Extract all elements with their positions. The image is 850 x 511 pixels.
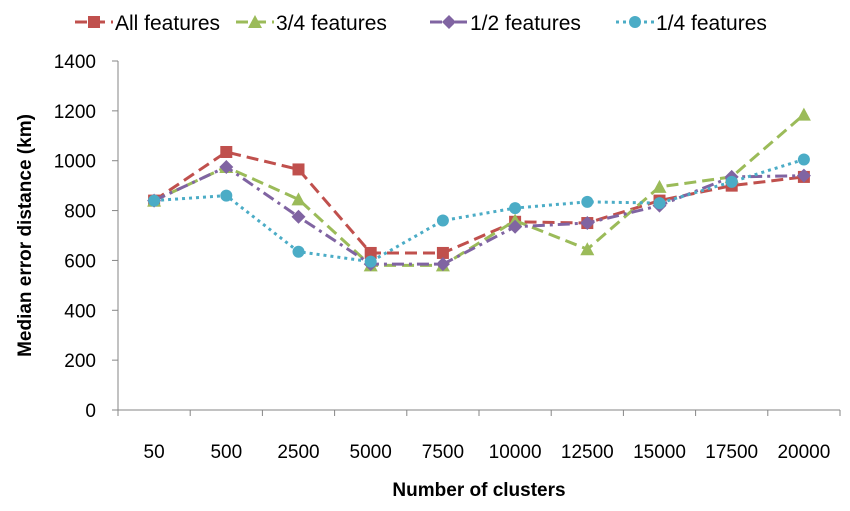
data-point [148, 194, 161, 207]
legend-label: 3/4 features [276, 12, 387, 35]
x-tick-label: 7500 [422, 442, 464, 463]
series-line [153, 150, 805, 255]
x-tick-label: 15000 [633, 442, 686, 463]
y-tick-label: 200 [64, 351, 96, 372]
x-tick-label: 20000 [777, 442, 830, 463]
data-point [796, 168, 811, 183]
data-point [291, 209, 306, 224]
legend-label: All features [115, 12, 220, 35]
y-tick-label: 600 [64, 251, 96, 272]
data-point [653, 197, 666, 210]
data-point [364, 255, 377, 268]
x-axis: 50 500 2500 5000 7500 10000 12500 15000 17500 200… [117, 409, 841, 463]
data-point [292, 245, 305, 258]
series-line [153, 113, 805, 267]
data-point [797, 153, 810, 166]
legend-label: 1/2 features [470, 12, 581, 35]
y-tick-label: 1400 [54, 52, 96, 73]
legend-item: All features [75, 12, 220, 35]
data-point [580, 216, 595, 231]
data-point [220, 145, 233, 158]
legend-marker [442, 15, 456, 29]
legend-item: 1/4 features [616, 12, 767, 35]
legend-label: 1/4 features [656, 12, 767, 35]
data-point [292, 163, 305, 176]
series-3 [147, 159, 811, 272]
legend-item: 3/4 features [236, 12, 387, 35]
data-point [509, 202, 522, 215]
y-tick-label: 1000 [54, 152, 96, 173]
data-point [725, 175, 738, 188]
legend-marker [88, 16, 100, 28]
data-point [219, 159, 234, 174]
data-point [796, 107, 811, 121]
y-axis: 0 200 400 600 800 1000 1200 1400 [54, 52, 119, 422]
data-point [435, 257, 450, 272]
data-point [581, 195, 594, 208]
legend: All features 3/4 features 1/2 features 1/4 … [75, 12, 767, 35]
data-point [652, 179, 667, 193]
data-point [291, 192, 306, 206]
data-point [364, 246, 377, 259]
x-tick-label: 2500 [277, 442, 319, 463]
y-tick-label: 800 [64, 202, 96, 223]
y-tick-label: 1200 [54, 102, 96, 123]
legend-marker [248, 15, 262, 28]
series-4 [148, 153, 810, 268]
x-tick-label: 12500 [561, 442, 614, 463]
legend-marker [629, 16, 641, 28]
y-axis-title: Median error distance (km) [15, 114, 36, 357]
x-tick-label: 50 [144, 442, 165, 463]
series-line [153, 158, 805, 264]
x-tick-label: 17500 [705, 442, 758, 463]
plot-area [147, 107, 811, 272]
y-tick-label: 400 [64, 301, 96, 322]
data-point [436, 214, 449, 227]
data-point [220, 189, 233, 202]
data-point [436, 246, 449, 259]
data-point [580, 242, 595, 256]
x-tick-label: 5000 [350, 442, 392, 463]
legend-item: 1/2 features [430, 12, 581, 35]
x-tick-label: 10000 [489, 442, 542, 463]
y-tick-label: 0 [85, 401, 96, 422]
x-axis-title: Number of clusters [392, 480, 565, 501]
x-tick-label: 500 [210, 442, 242, 463]
data-point [508, 219, 523, 234]
